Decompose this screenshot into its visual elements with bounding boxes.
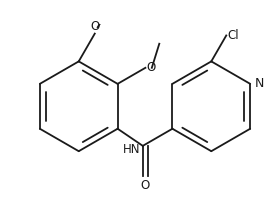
Text: N: N — [255, 77, 264, 90]
Text: O: O — [90, 20, 99, 33]
Text: Cl: Cl — [227, 29, 239, 42]
Text: O: O — [141, 179, 150, 192]
Text: O: O — [146, 61, 155, 74]
Text: HN: HN — [122, 143, 140, 156]
